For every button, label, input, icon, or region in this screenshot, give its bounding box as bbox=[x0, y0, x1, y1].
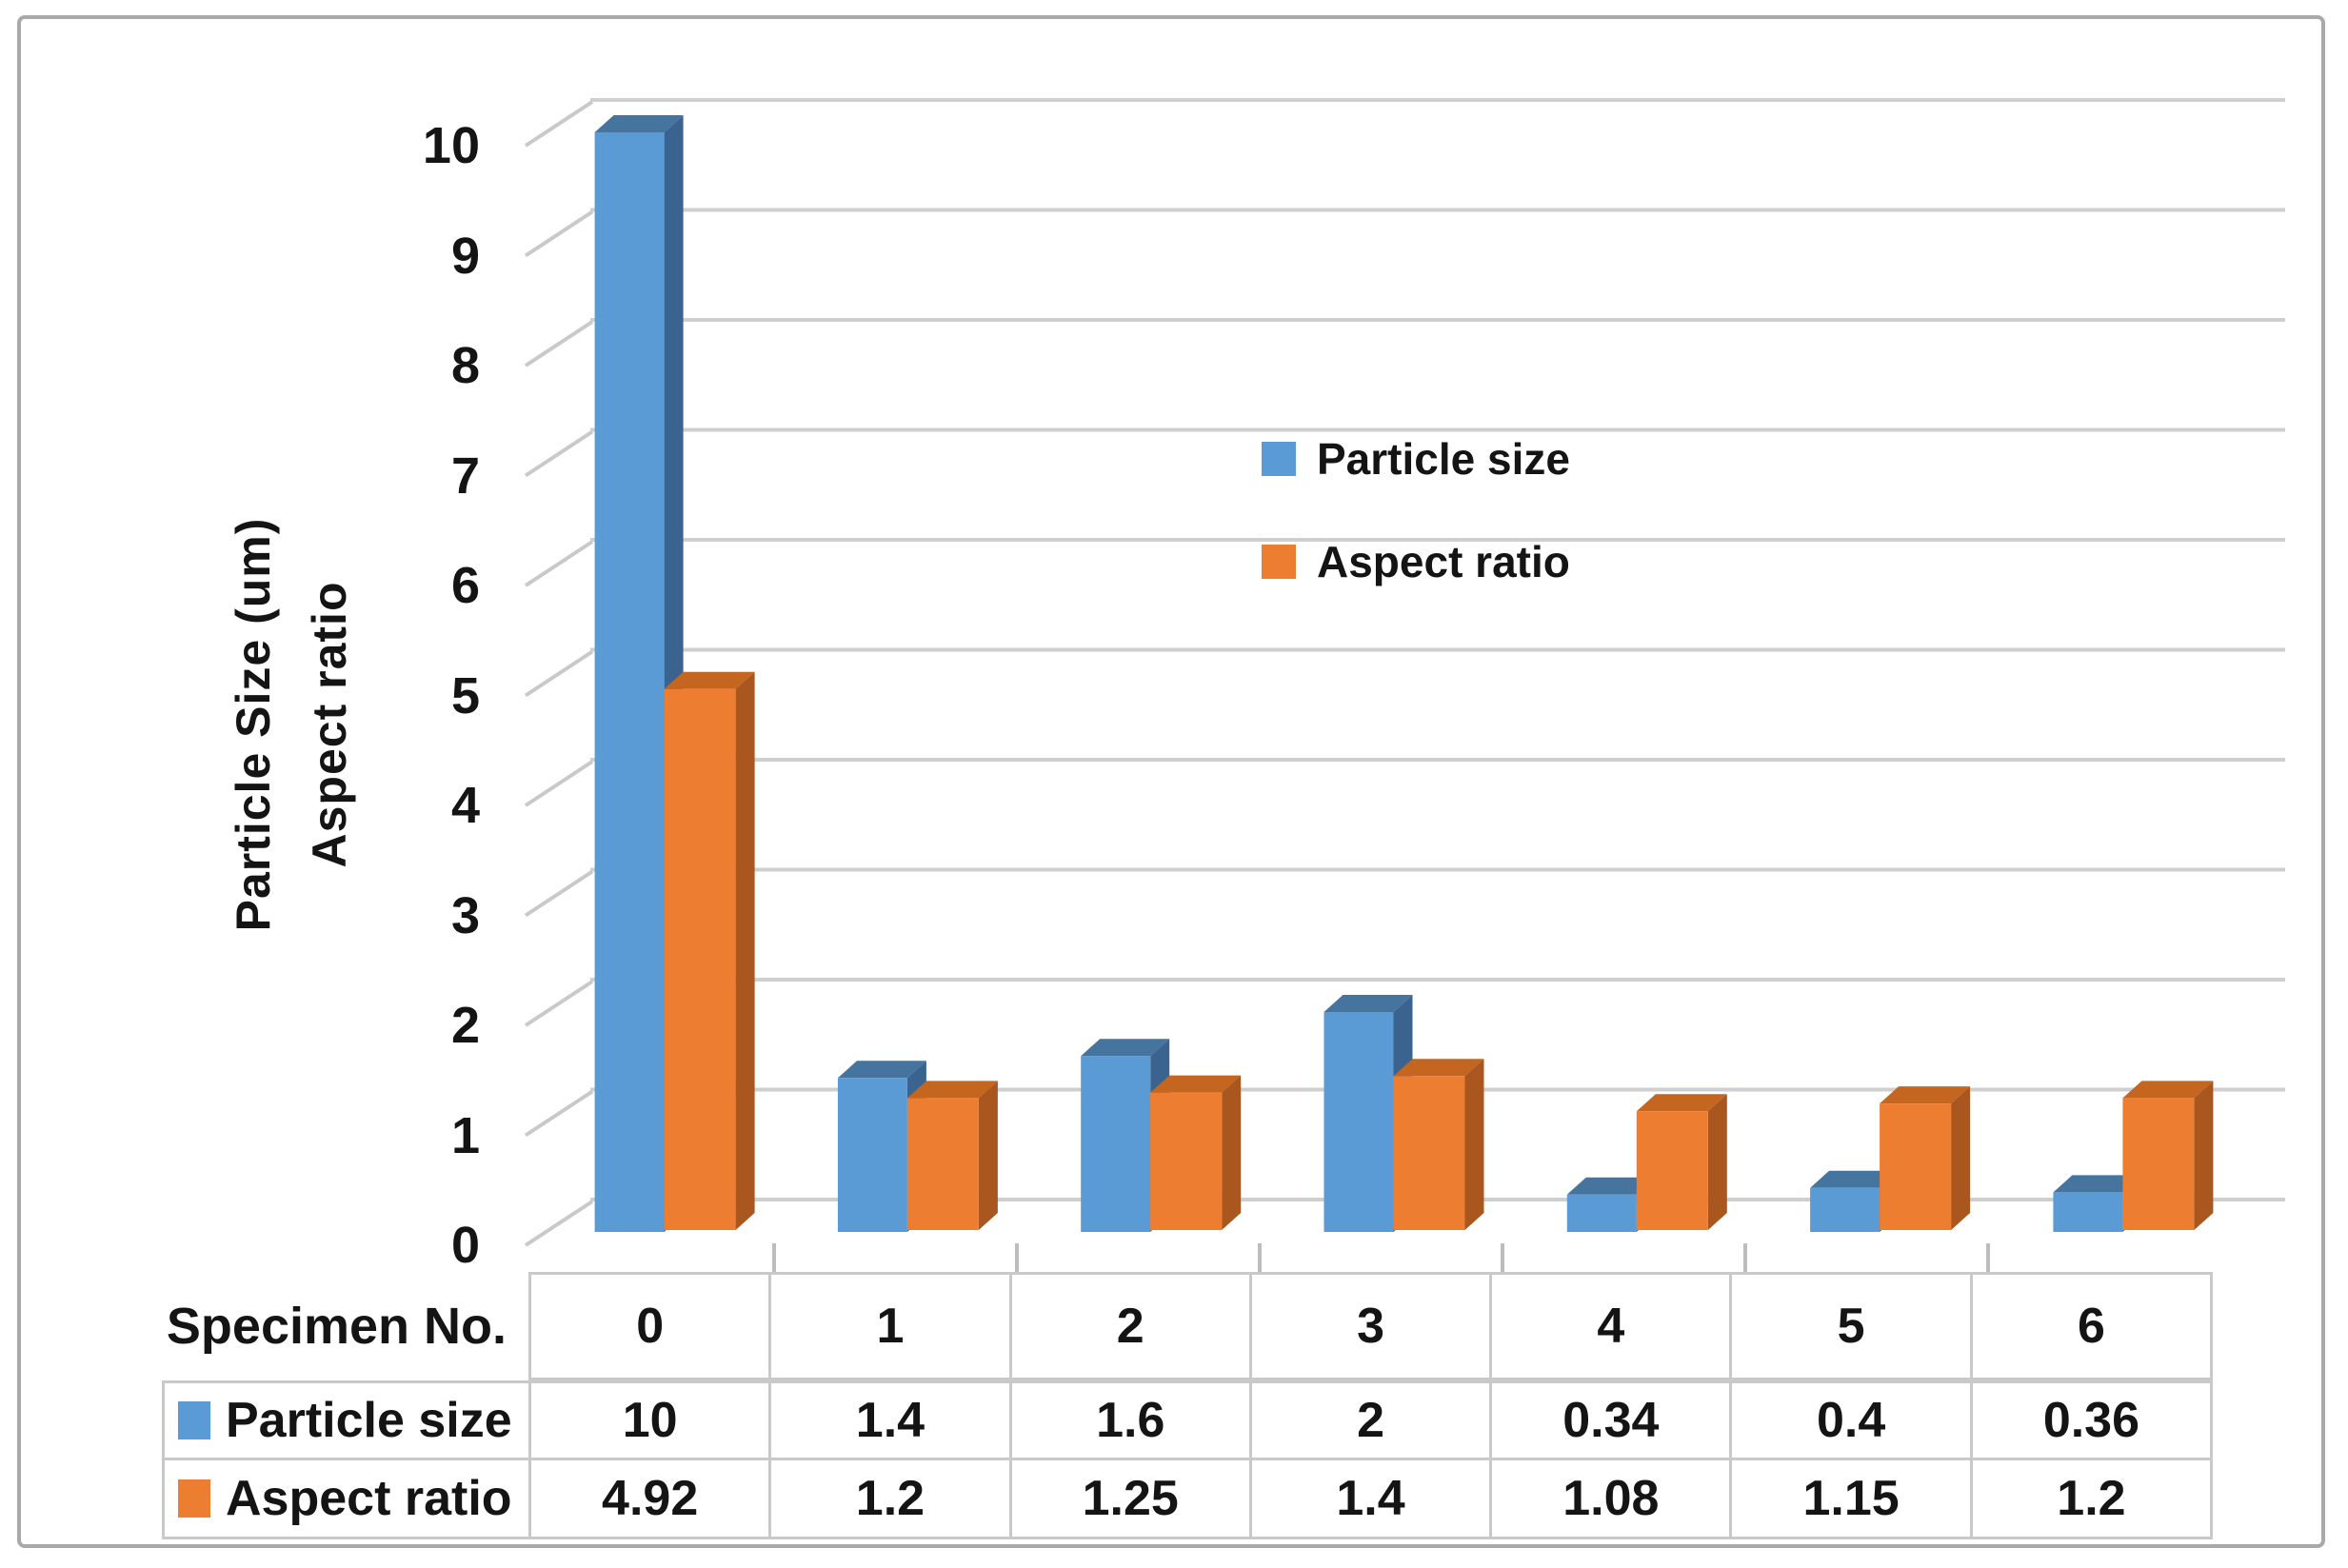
bar-particle-size-5-front bbox=[1810, 1187, 1880, 1232]
axis-depth-stub-6 bbox=[524, 540, 594, 587]
bar-particle-size-0-top bbox=[594, 115, 684, 132]
y-axis-title: Particle Size (um) Aspect ratio bbox=[215, 149, 377, 1300]
table-value-cell-r0-c0: 10 bbox=[528, 1380, 772, 1460]
bar-aspect-ratio-0-front bbox=[664, 688, 736, 1230]
bar-particle-size-4-top bbox=[1566, 1177, 1656, 1195]
table-row-label-aspect-ratio: Aspect ratio bbox=[162, 1458, 531, 1539]
table-corner-label: Specimen No. bbox=[166, 1298, 507, 1355]
bar-particle-size-4-front bbox=[1566, 1194, 1637, 1232]
axis-depth-stub-7 bbox=[524, 429, 594, 478]
axis-depth-stub-3 bbox=[524, 869, 594, 918]
bar-aspect-ratio-6-front bbox=[2122, 1098, 2195, 1230]
table-value-cell-r0-c2: 1.6 bbox=[1008, 1380, 1252, 1460]
bar-aspect-ratio-2-front bbox=[1150, 1092, 1223, 1230]
aspect-ratio-swatch-icon bbox=[1262, 545, 1296, 579]
bar-particle-size-3-front bbox=[1323, 1012, 1394, 1232]
y-tick-label-1: 1 bbox=[450, 1106, 480, 1164]
legend-item-particle-size: Particle size bbox=[1262, 433, 1570, 485]
bar-particle-size-6-top bbox=[2053, 1175, 2142, 1193]
legend-item-aspect-ratio: Aspect ratio bbox=[1262, 536, 1570, 587]
bar-aspect-ratio-2-top bbox=[1150, 1075, 1242, 1093]
y-axis-title-line2: Aspect ratio bbox=[303, 581, 356, 868]
table-value-cell-r0-c3: 2 bbox=[1248, 1380, 1493, 1460]
table-header-cell-0: 0 bbox=[528, 1272, 772, 1380]
y-axis-title-line1: Particle Size (um) bbox=[227, 517, 280, 932]
particle-size-table-swatch-icon bbox=[178, 1401, 210, 1439]
table-header-cell-5: 5 bbox=[1729, 1272, 1973, 1380]
table-row-aspect-ratio: Aspect ratio 4.92 1.2 1.25 1.4 1.08 1.15 1.2 bbox=[162, 1458, 2214, 1539]
y-tick-label-2: 2 bbox=[450, 997, 480, 1054]
bar-aspect-ratio-1-front bbox=[906, 1098, 979, 1230]
bar-aspect-ratio-4-side bbox=[1707, 1094, 1727, 1230]
bar-aspect-ratio-0-side bbox=[735, 671, 755, 1230]
axis-depth-stub-9 bbox=[524, 209, 594, 258]
bar-aspect-ratio-1-side bbox=[978, 1081, 998, 1230]
table-header-row: Specimen No. 0 1 2 3 4 5 6 bbox=[162, 1272, 2214, 1380]
table-value-cell-r1-c1: 1.2 bbox=[768, 1458, 1012, 1539]
table-header-cell-2: 2 bbox=[1008, 1272, 1252, 1380]
axis-depth-stub-8 bbox=[524, 320, 594, 367]
y-tick-label-9: 9 bbox=[450, 227, 480, 285]
table-row-label-text: Particle size bbox=[226, 1393, 512, 1448]
table-value-cell-r1-c5: 1.15 bbox=[1729, 1458, 1973, 1539]
bar-particle-size-3-top bbox=[1323, 995, 1413, 1012]
table-row-label-text: Aspect ratio bbox=[226, 1471, 512, 1526]
bar-aspect-ratio-5-top bbox=[1880, 1086, 1971, 1104]
particle-size-swatch-icon bbox=[1262, 442, 1296, 476]
bar-particle-size-1-top bbox=[837, 1061, 926, 1079]
table-value-cell-r0-c5: 0.4 bbox=[1729, 1380, 1973, 1460]
table-header-cell-1: 1 bbox=[768, 1272, 1012, 1380]
y-tick-label-0: 0 bbox=[450, 1217, 480, 1274]
bar-aspect-ratio-0-top bbox=[664, 671, 755, 689]
bar-particle-size-2-front bbox=[1081, 1056, 1151, 1232]
table-value-cell-r1-c6: 1.2 bbox=[1969, 1458, 2214, 1539]
legend-label-particle-size: Particle size bbox=[1317, 434, 1570, 484]
table-value-cell-r0-c6: 0.36 bbox=[1969, 1380, 2214, 1460]
bar-aspect-ratio-6-side bbox=[2194, 1081, 2214, 1230]
axis-depth-stub-10 bbox=[524, 100, 594, 148]
table-header-cell-3: 3 bbox=[1248, 1272, 1493, 1380]
table-value-cell-r1-c2: 1.25 bbox=[1008, 1458, 1252, 1539]
bar-aspect-ratio-3-top bbox=[1393, 1059, 1484, 1077]
table-header-cell-6: 6 bbox=[1969, 1272, 2214, 1380]
y-tick-label-3: 3 bbox=[450, 886, 480, 944]
bar-particle-size-2-top bbox=[1081, 1039, 1170, 1057]
table-row-label-particle-size: Particle size bbox=[162, 1380, 531, 1460]
table-row-particle-size: Particle size 10 1.4 1.6 2 0.34 0.4 0.36 bbox=[162, 1380, 2214, 1460]
legend-label-aspect-ratio: Aspect ratio bbox=[1317, 537, 1570, 586]
axis-depth-stub-5 bbox=[524, 649, 594, 698]
axis-depth-stub-0 bbox=[524, 1200, 594, 1247]
bar-aspect-ratio-5-side bbox=[1951, 1086, 1971, 1230]
bar-aspect-ratio-2-side bbox=[1222, 1075, 1242, 1230]
table-value-cell-r0-c4: 0.34 bbox=[1489, 1380, 1733, 1460]
bar-aspect-ratio-4-front bbox=[1636, 1111, 1708, 1230]
bar-aspect-ratio-1-top bbox=[906, 1081, 998, 1099]
y-tick-label-6: 6 bbox=[450, 557, 480, 614]
bar-aspect-ratio-6-top bbox=[2122, 1081, 2214, 1099]
table-value-cell-r0-c1: 1.4 bbox=[768, 1380, 1012, 1460]
bar-particle-size-5-top bbox=[1810, 1170, 1900, 1188]
table-value-cell-r1-c0: 4.92 bbox=[528, 1458, 772, 1539]
axis-depth-stub-4 bbox=[524, 760, 594, 807]
bar-particle-size-0-front bbox=[594, 132, 665, 1232]
bar-particle-size-1-front bbox=[837, 1078, 907, 1232]
y-tick-label-10: 10 bbox=[422, 117, 480, 174]
bar-aspect-ratio-3-front bbox=[1393, 1076, 1465, 1230]
table-value-cell-r1-c4: 1.08 bbox=[1489, 1458, 1733, 1539]
axis-depth-stub-2 bbox=[524, 980, 594, 1027]
y-tick-label-7: 7 bbox=[450, 447, 480, 505]
y-tick-label-5: 5 bbox=[450, 666, 480, 724]
y-tick-label-4: 4 bbox=[450, 777, 480, 834]
bar-aspect-ratio-4-top bbox=[1636, 1094, 1727, 1112]
table-value-cell-r1-c3: 1.4 bbox=[1248, 1458, 1493, 1539]
bar-aspect-ratio-5-front bbox=[1880, 1103, 1952, 1230]
axis-depth-stub-1 bbox=[524, 1089, 594, 1138]
bar-particle-size-6-front bbox=[2053, 1192, 2123, 1232]
y-tick-label-8: 8 bbox=[450, 337, 480, 394]
aspect-ratio-table-swatch-icon bbox=[178, 1479, 210, 1518]
bar-aspect-ratio-3-side bbox=[1464, 1059, 1484, 1230]
table-header-cell-4: 4 bbox=[1489, 1272, 1733, 1380]
